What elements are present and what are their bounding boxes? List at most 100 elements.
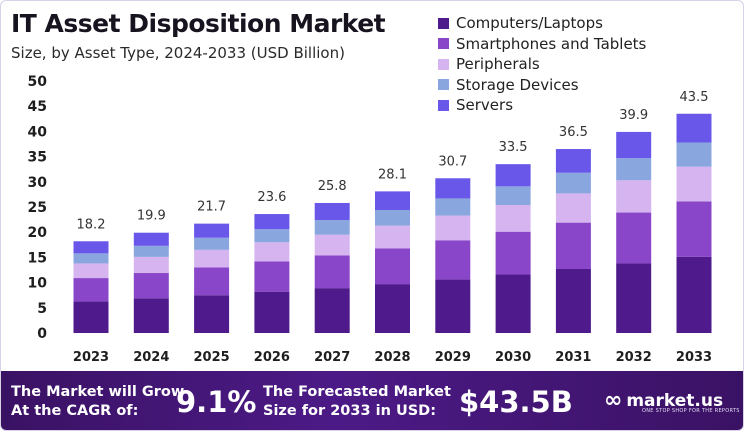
cagr-caption-line1: The Market will Grow xyxy=(11,384,185,400)
bar-segment-computers-laptops xyxy=(435,279,471,333)
legend-item: Storage Devices xyxy=(438,75,646,95)
bar-segment-servers xyxy=(194,223,230,238)
market-us-logo-icon: ∞ xyxy=(604,388,623,413)
legend-swatch xyxy=(438,17,449,29)
bar-segment-smartphones-and-tablets xyxy=(254,261,290,292)
forecast-caption-line1: The Forecasted Market xyxy=(263,384,451,400)
x-tick-label: 2028 xyxy=(374,350,410,365)
bar-segment-smartphones-and-tablets xyxy=(194,267,230,296)
x-tick-label: 2030 xyxy=(495,350,531,365)
x-tick-label: 2023 xyxy=(73,350,109,365)
x-axis: 2023 2024 2025 2026 2027 2028 2029 2030 2031 2032… xyxy=(73,350,712,365)
bar-segment-storage-devices xyxy=(254,229,290,243)
bar-segment-peripherals xyxy=(435,215,471,241)
brand-name: market.us xyxy=(626,390,724,411)
bar-segment-smartphones-and-tablets xyxy=(555,222,591,269)
y-tick-label: 10 xyxy=(28,276,48,292)
legend-label: Computers/Laptops xyxy=(456,14,603,32)
y-tick-label: 20 xyxy=(28,225,48,241)
legend-item: Computers/Laptops xyxy=(438,13,646,33)
bar-segment-servers xyxy=(133,232,169,246)
bar-segment-smartphones-and-tablets xyxy=(616,212,652,264)
brand-logo[interactable]: ∞ market.us xyxy=(604,388,723,413)
bar-segment-computers-laptops xyxy=(133,298,169,333)
bar-segment-smartphones-and-tablets xyxy=(676,201,712,257)
cagr-caption-line2: At the CAGR of: xyxy=(11,403,139,419)
bar-segment-computers-laptops xyxy=(555,268,591,333)
bar-segment-storage-devices xyxy=(555,172,591,194)
total-value-label: 28.1 xyxy=(378,167,407,182)
bar-segment-servers xyxy=(616,131,652,159)
bar-segment-computers-laptops xyxy=(676,256,712,333)
x-tick-label: 2025 xyxy=(194,350,230,365)
legend-item: Servers xyxy=(438,95,646,115)
bars xyxy=(73,113,712,333)
summary-banner: The Market will Grow At the CAGR of: 9.1… xyxy=(1,371,743,430)
forecast-caption: The Forecasted Market Size for 2033 in U… xyxy=(263,383,451,421)
y-tick-label: 5 xyxy=(37,301,47,317)
y-tick-label: 15 xyxy=(28,250,47,266)
legend-swatch xyxy=(438,99,449,111)
bar-segment-servers xyxy=(676,113,712,143)
total-value-label: 23.6 xyxy=(257,190,286,205)
x-tick-label: 2027 xyxy=(314,350,350,365)
bar-segment-peripherals xyxy=(73,263,109,279)
total-value-label: 25.8 xyxy=(318,179,347,194)
bar-segment-peripherals xyxy=(495,204,531,232)
legend-swatch xyxy=(438,38,449,49)
total-value-label: 21.7 xyxy=(197,200,226,215)
bar-segment-servers xyxy=(435,178,471,199)
bar-segment-computers-laptops xyxy=(254,291,290,333)
bar-segment-storage-devices xyxy=(676,142,712,167)
bar-segment-servers xyxy=(555,149,591,173)
bar-segment-storage-devices xyxy=(314,220,350,235)
bar-segment-storage-devices xyxy=(194,237,230,250)
x-tick-label: 2032 xyxy=(616,350,652,365)
x-tick-label: 2033 xyxy=(676,350,712,365)
bar-segment-smartphones-and-tablets xyxy=(133,273,169,299)
legend-item: Peripherals xyxy=(438,54,646,74)
y-tick-label: 30 xyxy=(28,175,48,191)
bar-segment-storage-devices xyxy=(375,210,410,226)
total-value-label: 18.2 xyxy=(77,217,106,232)
bar-segment-computers-laptops xyxy=(194,295,230,333)
total-value-label: 39.9 xyxy=(619,108,648,123)
forecast-caption-line2: Size for 2033 in USD: xyxy=(263,403,437,419)
total-value-label: 36.5 xyxy=(559,125,588,140)
total-value-label: 19.9 xyxy=(137,209,166,224)
bar-segment-smartphones-and-tablets xyxy=(375,248,410,285)
bar-segment-peripherals xyxy=(616,180,652,213)
bar-segment-peripherals xyxy=(133,256,169,274)
bar-segment-servers xyxy=(495,164,531,187)
chart-title: IT Asset Disposition Market xyxy=(11,9,386,38)
bar-segment-peripherals xyxy=(254,242,290,262)
total-labels: 18.2 19.9 21.7 23.6 25.8 28.1 30.7 33.5 36.5 39.9… xyxy=(77,90,709,233)
bar-segment-storage-devices xyxy=(73,253,109,264)
legend-item: Smartphones and Tablets xyxy=(438,34,646,54)
bar-segment-storage-devices xyxy=(133,245,169,257)
legend-label: Smartphones and Tablets xyxy=(456,34,647,53)
bar-segment-computers-laptops xyxy=(616,263,652,333)
bar-segment-servers xyxy=(73,241,109,254)
bar-segment-smartphones-and-tablets xyxy=(435,240,471,280)
bar-segment-storage-devices xyxy=(435,198,471,216)
bar-segment-servers xyxy=(375,191,410,211)
legend-label: Peripherals xyxy=(456,55,540,73)
bar-segment-smartphones-and-tablets xyxy=(73,278,109,302)
bar-segment-smartphones-and-tablets xyxy=(314,255,350,289)
forecast-value: $43.5B xyxy=(459,385,573,419)
bar-segment-computers-laptops xyxy=(314,288,350,333)
bar-segment-computers-laptops xyxy=(73,301,109,333)
x-tick-label: 2029 xyxy=(435,350,471,365)
total-value-label: 43.5 xyxy=(680,90,709,105)
legend-swatch xyxy=(438,58,449,70)
bar-segment-peripherals xyxy=(194,249,230,268)
x-tick-label: 2026 xyxy=(254,350,290,365)
brand-tagline: ONE STOP SHOP FOR THE REPORTS xyxy=(642,408,740,414)
total-value-label: 30.7 xyxy=(438,154,467,169)
x-tick-label: 2024 xyxy=(133,350,169,365)
bar-segment-peripherals xyxy=(676,166,712,202)
y-tick-label: 25 xyxy=(28,200,47,216)
